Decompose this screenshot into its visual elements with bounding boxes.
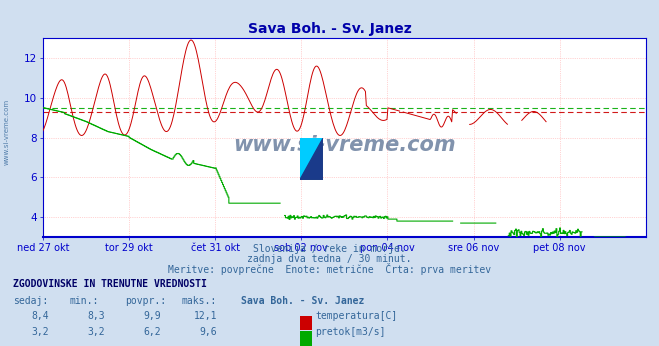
Text: 3,2: 3,2 bbox=[32, 327, 49, 337]
Text: Sava Boh. - Sv. Janez: Sava Boh. - Sv. Janez bbox=[248, 22, 411, 36]
Text: Meritve: povprečne  Enote: metrične  Črta: prva meritev: Meritve: povprečne Enote: metrične Črta:… bbox=[168, 263, 491, 275]
Text: 9,6: 9,6 bbox=[200, 327, 217, 337]
Text: 12,1: 12,1 bbox=[194, 311, 217, 321]
Text: 3,2: 3,2 bbox=[88, 327, 105, 337]
Text: Slovenija / reke in morje.: Slovenija / reke in morje. bbox=[253, 244, 406, 254]
Text: ZGODOVINSKE IN TRENUTNE VREDNOSTI: ZGODOVINSKE IN TRENUTNE VREDNOSTI bbox=[13, 279, 207, 289]
Text: temperatura[C]: temperatura[C] bbox=[315, 311, 397, 321]
Text: sedaj:: sedaj: bbox=[13, 296, 48, 306]
Text: 9,9: 9,9 bbox=[144, 311, 161, 321]
Text: povpr.:: povpr.: bbox=[125, 296, 166, 306]
Text: www.si-vreme.com: www.si-vreme.com bbox=[3, 98, 9, 165]
Text: zadnja dva tedna / 30 minut.: zadnja dva tedna / 30 minut. bbox=[247, 254, 412, 264]
Polygon shape bbox=[300, 138, 323, 180]
Text: www.si-vreme.com: www.si-vreme.com bbox=[233, 136, 455, 155]
Text: 6,2: 6,2 bbox=[144, 327, 161, 337]
Text: maks.:: maks.: bbox=[181, 296, 216, 306]
Text: 8,4: 8,4 bbox=[32, 311, 49, 321]
Text: Sava Boh. - Sv. Janez: Sava Boh. - Sv. Janez bbox=[241, 296, 364, 306]
Text: 8,3: 8,3 bbox=[88, 311, 105, 321]
Text: min.:: min.: bbox=[69, 296, 99, 306]
Polygon shape bbox=[300, 138, 323, 180]
Text: pretok[m3/s]: pretok[m3/s] bbox=[315, 327, 386, 337]
